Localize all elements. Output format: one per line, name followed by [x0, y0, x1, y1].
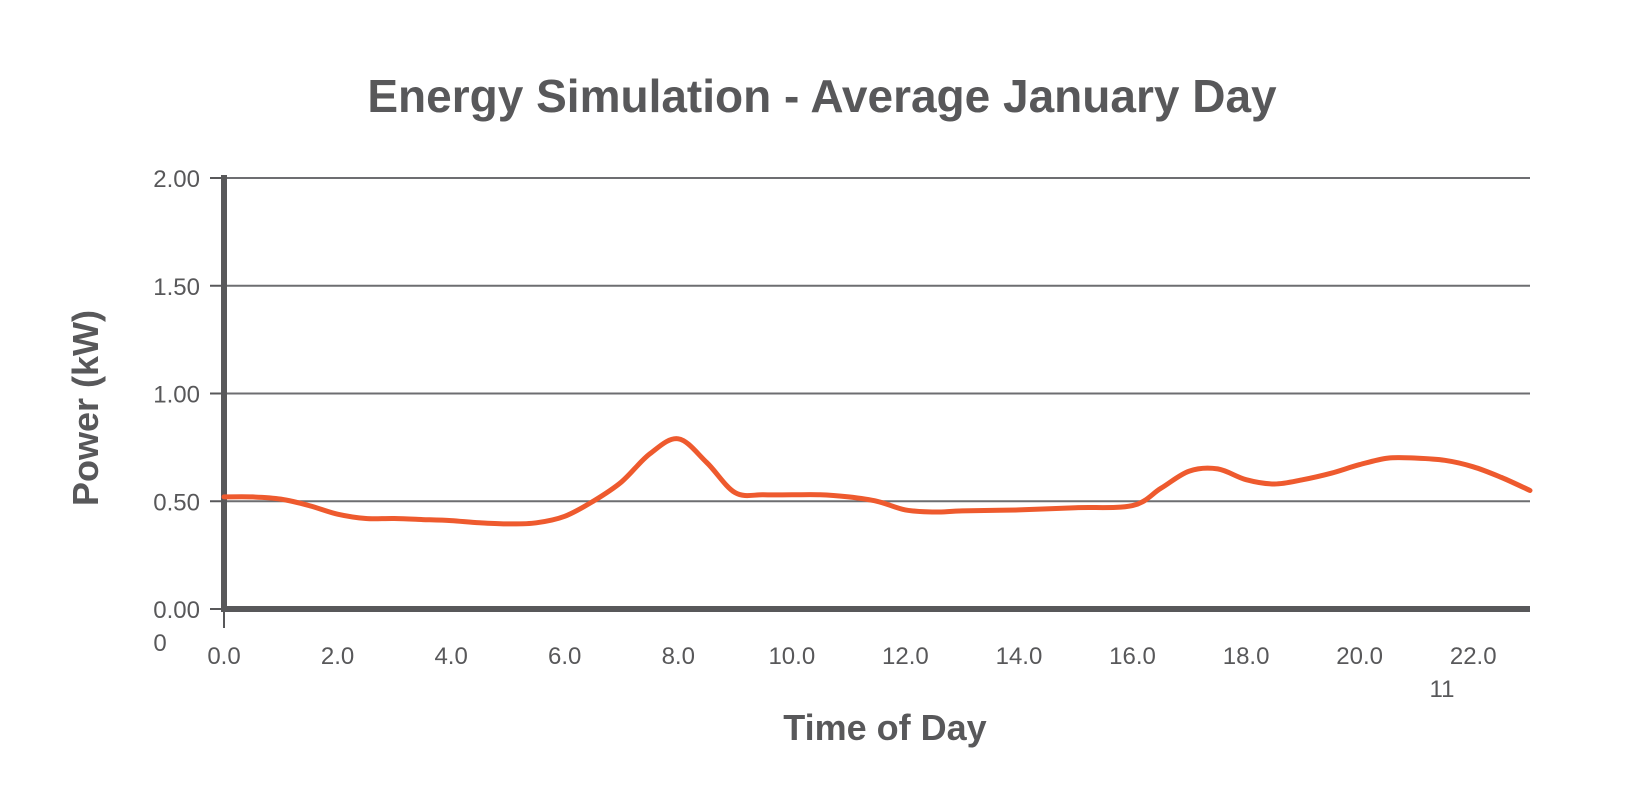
data-point: [1500, 476, 1504, 480]
x-tick-label: 4.0: [434, 643, 467, 670]
x-tick-label: 8.0: [662, 643, 695, 670]
data-point: [250, 495, 254, 499]
data-point: [421, 518, 425, 522]
data-point: [1216, 467, 1220, 471]
data-point: [705, 461, 709, 465]
data-point: [364, 517, 368, 521]
data-point: [1443, 458, 1447, 462]
data-point: [1386, 456, 1390, 460]
data-point: [620, 480, 624, 484]
x-tick-label: 14.0: [996, 643, 1043, 670]
y-tick-label: 0.50: [153, 489, 200, 516]
x-tick-label: 22.0: [1450, 643, 1497, 670]
data-point: [591, 499, 595, 503]
data-point: [847, 495, 851, 499]
data-point: [1528, 489, 1532, 493]
data-point: [733, 491, 737, 495]
data-point: [875, 499, 879, 503]
data-point: [1187, 469, 1191, 473]
data-point: [1301, 478, 1305, 482]
data-point: [279, 497, 283, 501]
data-point: [307, 504, 311, 508]
x-tick-label: 0.0: [207, 643, 240, 670]
series-group: [221, 436, 1533, 527]
data-point: [648, 452, 652, 456]
data-point: [1017, 508, 1021, 512]
data-point: [449, 519, 453, 523]
data-point: [534, 521, 538, 525]
x-tick-label: 6.0: [548, 643, 581, 670]
stray-eleven-label: 11: [1430, 676, 1455, 703]
data-point: [1273, 482, 1277, 486]
x-tick-label: 2.0: [321, 643, 354, 670]
data-point: [392, 517, 396, 521]
gridlines: [224, 177, 1530, 503]
data-point: [676, 437, 680, 441]
y-tick-label: 2.00: [153, 166, 200, 193]
data-point: [1471, 465, 1475, 469]
y-axis-title: Power (kW): [65, 310, 106, 506]
data-point: [563, 514, 567, 518]
chart-title: Energy Simulation - Average January Day: [367, 70, 1277, 122]
x-axis-title: Time of Day: [783, 707, 986, 748]
data-point: [222, 495, 226, 499]
data-point: [506, 522, 510, 526]
series-line-0: [221, 436, 1533, 527]
data-point: [1131, 504, 1135, 508]
data-point: [1074, 506, 1078, 510]
stray-zero-label: 0: [153, 630, 166, 657]
data-point: [761, 493, 765, 497]
y-tick-label: 1.00: [153, 382, 200, 409]
data-point: [1414, 456, 1418, 460]
data-point: [903, 508, 907, 512]
x-tick-label: 10.0: [768, 643, 815, 670]
data-point: [1159, 486, 1163, 490]
y-tick-label: 0.00: [153, 597, 200, 624]
data-point: [478, 521, 482, 525]
y-tick-label: 1.50: [153, 274, 200, 301]
x-tick-label: 12.0: [882, 643, 929, 670]
y-axis-ticks: 0.00 0.50 1.00 1.50 2.00: [153, 166, 224, 624]
data-point: [1358, 463, 1362, 467]
data-point: [818, 493, 822, 497]
data-point: [1329, 471, 1333, 475]
x-tick-label: 16.0: [1109, 643, 1156, 670]
data-point: [336, 512, 340, 516]
x-tick-label: 20.0: [1336, 643, 1383, 670]
data-point: [932, 510, 936, 514]
data-point: [790, 493, 794, 497]
x-tick-label: 18.0: [1223, 643, 1270, 670]
data-point: [960, 509, 964, 513]
data-point: [1244, 478, 1248, 482]
x-axis-ticks: 0.0 2.0 4.0 6.0 8.0 10.0 12.0 14.0 16.0 18.0 20.0 2…: [207, 643, 1496, 670]
